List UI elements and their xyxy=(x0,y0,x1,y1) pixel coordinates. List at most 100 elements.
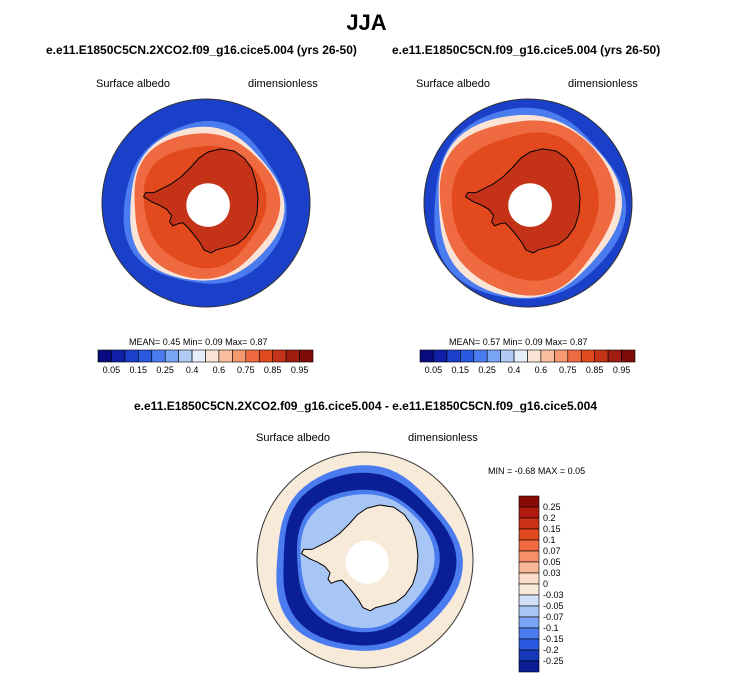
colorbar-box xyxy=(486,349,501,363)
map-boundary xyxy=(256,451,474,669)
colorbar-tick-label: -0.1 xyxy=(543,623,559,633)
colorbar-box xyxy=(518,616,540,629)
map-boundary xyxy=(423,98,633,308)
panel2-units-label: dimensionless xyxy=(568,78,638,90)
panel3-max-label: MAX = xyxy=(537,466,566,476)
panel3-colorbar: 0.250.20.150.10.070.050.030-0.03-0.05-0.… xyxy=(518,495,564,673)
panel2-min-value: 0.09 xyxy=(525,337,543,347)
colorbar-box xyxy=(580,349,595,363)
colorbar-box xyxy=(164,349,179,363)
colorbar-box xyxy=(473,349,488,363)
colorbar-box xyxy=(518,627,540,640)
colorbar-box xyxy=(518,561,540,574)
colorbar-box xyxy=(500,349,515,363)
colorbar-box xyxy=(518,594,540,607)
colorbar-box xyxy=(518,649,540,662)
colorbar-tick-label: 0.25 xyxy=(478,365,496,375)
panel1-case-title: e.e11.E1850C5CN.2XCO2.f09_g16.cice5.004 … xyxy=(46,43,357,57)
colorbar-box xyxy=(111,349,126,363)
colorbar-box xyxy=(518,660,540,673)
panel1-mean-value: 0.45 xyxy=(162,337,181,347)
colorbar-box xyxy=(518,550,540,563)
panel1-colorbar: 0.05 0.15 0.25 0.4 0.6 0.75 0.85 0.95 xyxy=(97,349,314,375)
colorbar-box xyxy=(518,506,540,519)
coastline xyxy=(300,504,419,612)
colorbar-box xyxy=(518,539,540,552)
panel2-mean-value: 0.57 xyxy=(482,337,501,347)
pole-hole xyxy=(508,183,552,227)
colorbar-box xyxy=(124,349,139,363)
panel2-variable-label: Surface albedo xyxy=(416,78,490,90)
pole-hole xyxy=(345,540,389,584)
colorbar-tick-label: -0.05 xyxy=(543,601,564,611)
colorbar-box xyxy=(518,583,540,596)
colorbar-tick-label: -0.03 xyxy=(543,590,564,600)
panel1-map xyxy=(101,98,311,308)
colorbar-tick-label: -0.07 xyxy=(543,612,564,622)
colorbar-box xyxy=(205,349,220,363)
coastline xyxy=(464,148,581,254)
colorbar-tick-label: 0 xyxy=(543,579,548,589)
colorbar-box xyxy=(594,349,609,363)
panel2-case-title: e.e11.E1850C5CN.f09_g16.cice5.004 (yrs 2… xyxy=(392,43,661,57)
colorbar-tick-label: 0.05 xyxy=(103,365,121,375)
panel3-map xyxy=(256,451,474,669)
colorbar-tick-label: 0.07 xyxy=(543,546,561,556)
colorbar-box xyxy=(540,349,555,363)
colorbar-box xyxy=(299,349,314,363)
colorbar-tick-label: 0.25 xyxy=(543,502,561,512)
panel3-variable-label: Surface albedo xyxy=(256,432,330,444)
panel3-max-value: 0.05 xyxy=(567,466,586,476)
colorbar-tick-label: 0.25 xyxy=(156,365,174,375)
colorbar-box xyxy=(567,349,582,363)
panel1-units-label: dimensionless xyxy=(248,78,318,90)
colorbar-tick-label: -0.2 xyxy=(543,645,559,655)
colorbar-box xyxy=(518,528,540,541)
pole-hole xyxy=(186,183,230,227)
colorbar-tick-label: 0.75 xyxy=(559,365,577,375)
colorbar-tick-label: 0.95 xyxy=(291,365,309,375)
colorbar-box xyxy=(151,349,166,363)
colorbar-tick-label: 0.05 xyxy=(543,557,561,567)
panel1-min-label: Min= xyxy=(182,337,203,347)
colorbar-box xyxy=(459,349,474,363)
figure-title: JJA xyxy=(346,10,387,35)
panel2-min-label: Min= xyxy=(502,337,523,347)
colorbar-tick-label: 0.6 xyxy=(535,365,548,375)
colorbar-box xyxy=(446,349,461,363)
colorbar-box xyxy=(518,572,540,585)
panel1-variable-label: Surface albedo xyxy=(96,78,170,90)
panel1-stats: MEAN= 0.45 Min= 0.09 Max= 0.87 xyxy=(129,337,267,347)
colorbar-tick-label: 0.05 xyxy=(425,365,443,375)
colorbar-box xyxy=(285,349,300,363)
colorbar-tick-label: 0.15 xyxy=(452,365,470,375)
colorbar-tick-label: 0.95 xyxy=(613,365,631,375)
panel1-max-value: 0.87 xyxy=(249,337,268,347)
panel3-min-label: MIN = xyxy=(488,466,513,476)
colorbar-box xyxy=(621,349,636,363)
panel2-map xyxy=(423,98,633,308)
colorbar-tick-label: -0.25 xyxy=(543,656,564,666)
colorbar-tick-label: 0.85 xyxy=(264,365,282,375)
colorbar-tick-label: 0.1 xyxy=(543,535,556,545)
coastline xyxy=(142,148,259,254)
colorbar-box xyxy=(138,349,153,363)
colorbar-box xyxy=(607,349,622,363)
colorbar-box xyxy=(178,349,193,363)
colorbar-box xyxy=(518,517,540,530)
panel3-min-value: -0.68 xyxy=(514,466,536,476)
colorbar-box xyxy=(419,349,434,363)
colorbar-tick-label: 0.03 xyxy=(543,568,561,578)
panel2-max-value: 0.87 xyxy=(569,337,588,347)
colorbar-tick-label: 0.75 xyxy=(237,365,255,375)
colorbar-box xyxy=(258,349,273,363)
panel1-mean-label: MEAN= xyxy=(129,337,161,347)
colorbar-box xyxy=(518,605,540,618)
colorbar-box xyxy=(513,349,528,363)
panel3-case-title: e.e11.E1850C5CN.2XCO2.f09_g16.cice5.004 … xyxy=(134,399,597,413)
panel2-colorbar: 0.05 0.15 0.25 0.4 0.6 0.75 0.85 0.95 xyxy=(419,349,636,375)
colorbar-box xyxy=(527,349,542,363)
colorbar-box xyxy=(245,349,260,363)
colorbar-box xyxy=(191,349,206,363)
colorbar-tick-label: -0.15 xyxy=(543,634,564,644)
